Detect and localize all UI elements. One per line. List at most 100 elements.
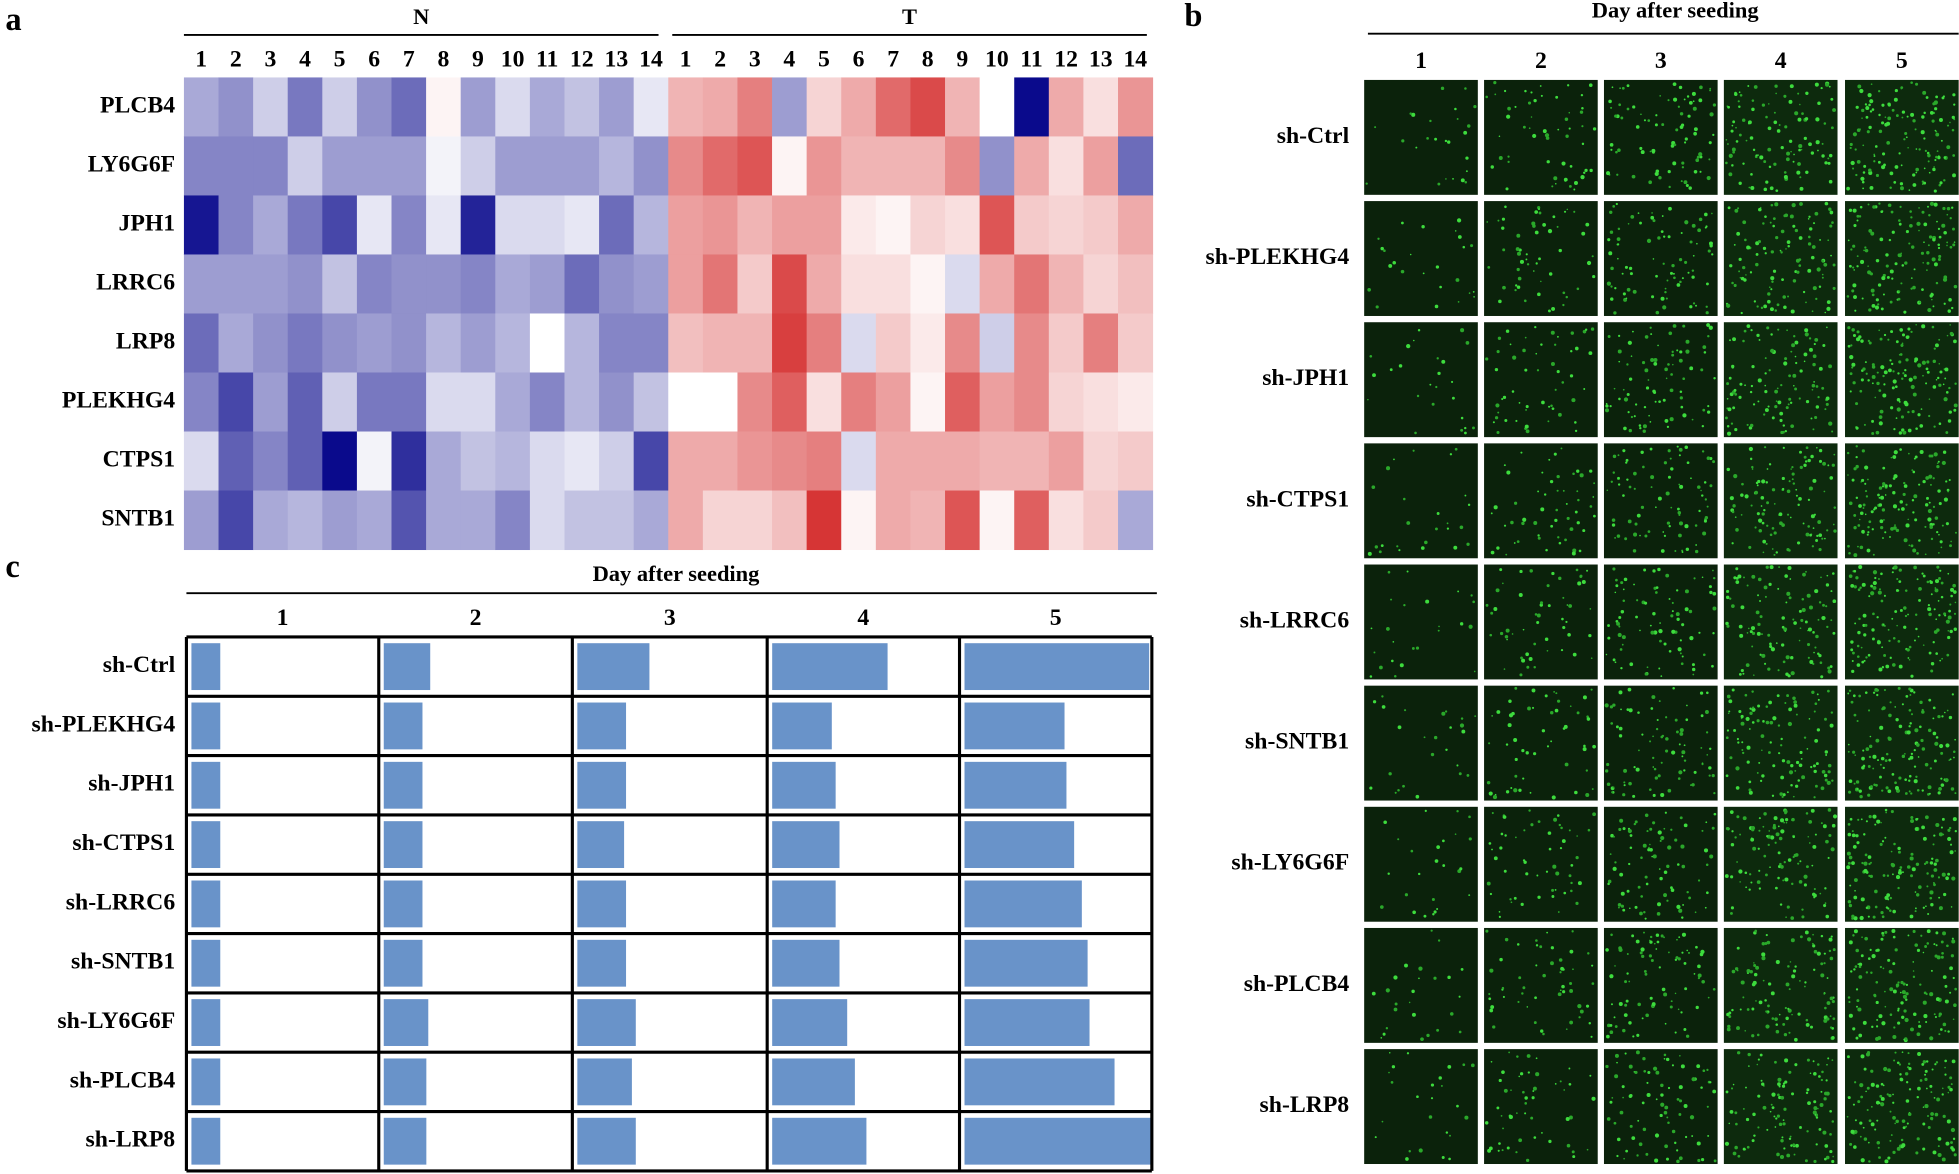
cell-dot <box>1887 907 1890 910</box>
row-label: PLCB4 <box>100 92 175 118</box>
cell-dot <box>1829 210 1834 215</box>
cell-dot <box>1744 871 1748 875</box>
cell-dot <box>1460 967 1464 971</box>
cell-dot <box>1937 376 1940 380</box>
cell-dot <box>1604 703 1609 708</box>
cell-dot <box>1436 357 1439 360</box>
cell-dot <box>1535 1057 1538 1060</box>
cell-dot <box>1887 1068 1892 1073</box>
cell-dot <box>1689 366 1694 371</box>
cell-dot <box>1765 873 1768 877</box>
cell-dot <box>1940 783 1945 787</box>
bar <box>577 761 627 809</box>
cell-dot <box>1853 269 1855 271</box>
heat-cell <box>1014 254 1050 314</box>
cell-dot <box>1681 951 1684 954</box>
cell-dot <box>1649 326 1652 329</box>
cell-dot <box>1889 1139 1892 1142</box>
column-label: 10 <box>501 47 525 73</box>
cell-dot <box>1541 471 1544 474</box>
cell-dot <box>1943 892 1947 897</box>
cell-dot <box>1787 858 1792 862</box>
cell-dot <box>1869 99 1874 104</box>
bar <box>964 821 1075 869</box>
cell-dot <box>1862 187 1865 190</box>
cell-dot <box>1634 403 1638 406</box>
cell-dot <box>1576 835 1578 837</box>
cell-dot <box>1769 221 1772 224</box>
cell-dot <box>1750 881 1753 884</box>
heat-cell <box>322 372 358 433</box>
cell-dot <box>1791 202 1796 208</box>
cell-dot <box>1804 332 1809 337</box>
cell-dot <box>1683 141 1687 144</box>
cell-dot <box>1792 795 1795 798</box>
cell-dot <box>1560 447 1563 450</box>
cell-dot <box>1823 952 1826 955</box>
cell-dot <box>1891 929 1896 933</box>
cell-dot <box>1953 1153 1957 1157</box>
cell-dot <box>1946 944 1949 948</box>
cell-dot <box>1894 781 1897 785</box>
cell-dot <box>1952 243 1956 247</box>
cell-dot <box>1437 939 1441 942</box>
cell-dot <box>1856 160 1861 164</box>
cell-dot <box>1917 1086 1921 1091</box>
cell-dot <box>1664 287 1667 290</box>
cell-dot <box>1934 516 1939 520</box>
cell-dot <box>1805 865 1809 869</box>
cell-dot <box>1655 933 1660 937</box>
cell-dot <box>1786 548 1790 552</box>
cell-dot <box>1890 456 1893 459</box>
cell-dot <box>1820 786 1825 791</box>
cell-dot <box>1490 611 1494 615</box>
heat-cell <box>253 313 289 373</box>
cell-dot <box>1889 359 1892 362</box>
cell-dot <box>1809 1072 1812 1075</box>
cell-dot <box>1871 419 1875 423</box>
cell-dot <box>1553 452 1557 456</box>
cell-dot <box>1430 752 1435 757</box>
cell-dot <box>1572 1155 1576 1159</box>
micrograph-bg <box>1364 685 1478 801</box>
cell-dot <box>1515 284 1518 287</box>
cell-dot <box>1942 206 1946 211</box>
cell-dot <box>1892 455 1897 459</box>
cell-dot <box>1816 693 1819 696</box>
cell-dot <box>1445 748 1448 752</box>
cell-dot <box>1644 813 1649 818</box>
cell-dot <box>1649 150 1652 153</box>
cell-dot <box>1798 880 1803 884</box>
column-label: 5 <box>1050 605 1062 631</box>
cell-dot <box>1917 363 1922 368</box>
cell-dot <box>1863 868 1868 874</box>
cell-dot <box>1434 137 1438 141</box>
cell-dot <box>1915 171 1918 174</box>
cell-dot <box>1446 527 1450 530</box>
cell-dot <box>1664 1022 1667 1025</box>
cell-dot <box>1873 783 1876 787</box>
cell-dot <box>1828 421 1833 426</box>
heat-cell <box>183 490 220 551</box>
cell-dot <box>1940 940 1944 944</box>
cell-dot <box>1753 972 1758 977</box>
heat-cell <box>356 254 393 314</box>
cell-dot <box>1935 1061 1939 1064</box>
cell-dot <box>1849 264 1852 268</box>
cell-dot <box>1749 828 1752 830</box>
cell-dot <box>1825 1079 1828 1082</box>
cell-dot <box>1562 489 1565 492</box>
cell-dot <box>1440 1084 1443 1087</box>
cell-dot <box>1732 1151 1737 1156</box>
micrograph-bg <box>1484 1049 1598 1165</box>
cell-dot <box>1785 406 1789 410</box>
cell-dot <box>1802 290 1806 294</box>
cell-dot <box>1640 150 1645 155</box>
heat-cell <box>772 372 808 433</box>
cell-dot <box>1499 568 1503 572</box>
cell-dot <box>1670 506 1673 509</box>
cell-dot <box>1534 996 1537 1000</box>
micrograph-bg <box>1603 564 1718 680</box>
cell-dot <box>1629 662 1634 667</box>
heat-cell <box>564 313 600 373</box>
